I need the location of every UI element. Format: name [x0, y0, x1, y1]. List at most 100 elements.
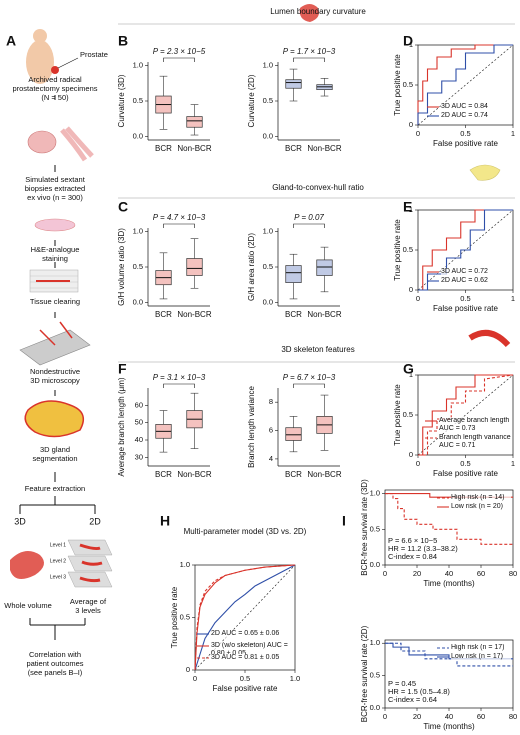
legend-label-box: 2D AUC = 0.74 — [441, 112, 511, 120]
legend-label-box: High risk (n = 17) — [451, 644, 511, 652]
y-tick-label: 0 — [409, 120, 413, 129]
x-axis-label: False positive rate — [213, 684, 278, 693]
legend-label: 3D AUC = 0.81 ± 0.05 — [211, 654, 293, 662]
chance-line — [417, 209, 514, 291]
legend-label: 2D AUC = 0.65 ± 0.06 — [211, 630, 293, 638]
step-text: 3D gland — [40, 445, 70, 454]
legend-label: 3D AUC = 0.84 — [441, 103, 511, 111]
p-value: P = 3.1 × 10−3 — [153, 373, 206, 382]
box — [186, 258, 203, 276]
y-tick-label: 0 — [409, 285, 413, 294]
x-tick-label: Non-BCR — [177, 470, 211, 479]
y-axis-label: Curvature (3D) — [117, 74, 126, 127]
series-line — [418, 209, 513, 291]
legend-label-box: Average branch length AUC = 0.73 — [439, 417, 511, 433]
y-axis-label: True positive rate — [170, 586, 179, 648]
x-axis-label: False positive rate — [433, 139, 498, 148]
y-axis-label: G/H area ratio (2D) — [247, 233, 256, 301]
significance-bracket — [293, 383, 325, 388]
y-tick-label: 30 — [135, 452, 143, 461]
y-tick-label: 4 — [269, 454, 273, 463]
p-value: P = 6.7 × 10−3 — [283, 373, 336, 382]
level-label: Level 2 — [50, 558, 66, 564]
section-title: Lumen boundary curvature — [270, 7, 366, 16]
outcome-text: Correlation with — [29, 650, 81, 659]
x-tick-label: 0 — [416, 129, 420, 138]
y-tick-label: 1 — [409, 40, 413, 49]
x-axis-label: False positive rate — [433, 469, 498, 478]
step-text: (N = 50) — [41, 93, 69, 102]
x-tick-label: Non-BCR — [177, 144, 211, 153]
legend-label-box: 3D AUC = 0.84 — [441, 103, 511, 111]
legend-label: 3D AUC = 0.72 — [441, 268, 511, 276]
level-label: Level 1 — [50, 542, 66, 548]
x-tick-label: 1.0 — [290, 674, 300, 683]
x-tick-label: 80 — [509, 712, 517, 721]
step-text: Simulated sextant — [25, 175, 86, 184]
series-line — [418, 374, 514, 456]
y-tick-label: 1.0 — [370, 489, 380, 498]
y-tick-label: 1.0 — [263, 61, 273, 70]
outcome-text: patient outcomes — [26, 659, 83, 668]
y-tick-label: 1 — [409, 370, 413, 379]
x-axis-label: Time (months) — [423, 722, 475, 731]
y-tick-label: 0.0 — [263, 297, 273, 306]
panel-label: H — [160, 513, 170, 529]
legend-label: Low risk (n = 20) — [451, 503, 511, 511]
x-tick-label: 0.5 — [240, 674, 250, 683]
y-tick-label: 0.5 — [133, 96, 143, 105]
x-tick-label: BCR — [285, 470, 302, 479]
x-tick-label: 40 — [445, 712, 453, 721]
prostate-label: Prostate — [80, 50, 108, 59]
step-text: ex vivo (n = 300) — [27, 193, 83, 202]
x-tick-label: 20 — [413, 712, 421, 721]
x-tick-label: Non-BCR — [177, 310, 211, 319]
stat-text: P = 6.6 × 10−5 — [388, 536, 437, 545]
x-tick-label: BCR — [155, 144, 172, 153]
y-tick-label: 0.5 — [263, 96, 273, 105]
legend-label: High risk (n = 14) — [451, 494, 511, 502]
legend-label-box: Low risk (n = 20) — [451, 503, 511, 511]
box — [285, 265, 302, 283]
y-axis-label: BCR-free survival rate (3D) — [360, 479, 369, 576]
y-axis-label: True positive rate — [393, 384, 402, 446]
y-tick-label: 0.5 — [370, 671, 380, 680]
feature-extraction: Feature extraction — [25, 484, 85, 493]
x-axis-label: False positive rate — [433, 304, 498, 313]
series-line — [385, 642, 513, 660]
legend-label-box: 3D AUC = 0.72 — [441, 268, 511, 276]
significance-bracket — [163, 223, 195, 228]
x-tick-label: 60 — [477, 712, 485, 721]
stat-text: HR = 1.5 (0.5–4.8) — [388, 687, 450, 696]
y-tick-label: 1.0 — [370, 638, 380, 647]
significance-bracket — [293, 223, 325, 228]
x-tick-label: 0 — [416, 294, 420, 303]
average-label: 3 levels — [75, 606, 101, 615]
y-tick-label: 0.5 — [403, 245, 413, 254]
panel-label: A — [6, 33, 16, 49]
legend-label-box: 3D AUC = 0.81 ± 0.05 — [211, 654, 293, 662]
x-tick-label: 0 — [416, 459, 420, 468]
x-tick-label: 0.5 — [460, 294, 470, 303]
series-line — [417, 44, 513, 125]
series-line — [418, 209, 513, 291]
step-text: 3D microscopy — [30, 376, 80, 385]
y-tick-label: 0.5 — [180, 612, 190, 621]
x-tick-label: Non-BCR — [307, 144, 341, 153]
branch-3d: 3D — [14, 516, 26, 526]
branch-2d: 2D — [89, 516, 101, 526]
legend-label-box: Low risk (n = 17) — [451, 653, 511, 661]
p-value: P = 4.7 × 10−3 — [153, 213, 206, 222]
panel-a-art — [10, 4, 511, 640]
legend-label: Branch length variance AUC = 0.71 — [439, 434, 511, 450]
p-value: P = 2.3 × 10−5 — [153, 47, 206, 56]
outcome-text: (see panels B–I) — [28, 668, 83, 677]
panel-label: I — [342, 513, 346, 529]
x-tick-label: BCR — [285, 310, 302, 319]
y-tick-label: 0.5 — [263, 262, 273, 271]
step-text: H&E-analogue — [31, 245, 80, 254]
p-value: P = 1.7 × 10−3 — [283, 47, 336, 56]
y-tick-label: 40 — [135, 435, 143, 444]
legend-label: Low risk (n = 17) — [451, 653, 511, 661]
stat-text: C-index = 0.64 — [388, 695, 437, 704]
